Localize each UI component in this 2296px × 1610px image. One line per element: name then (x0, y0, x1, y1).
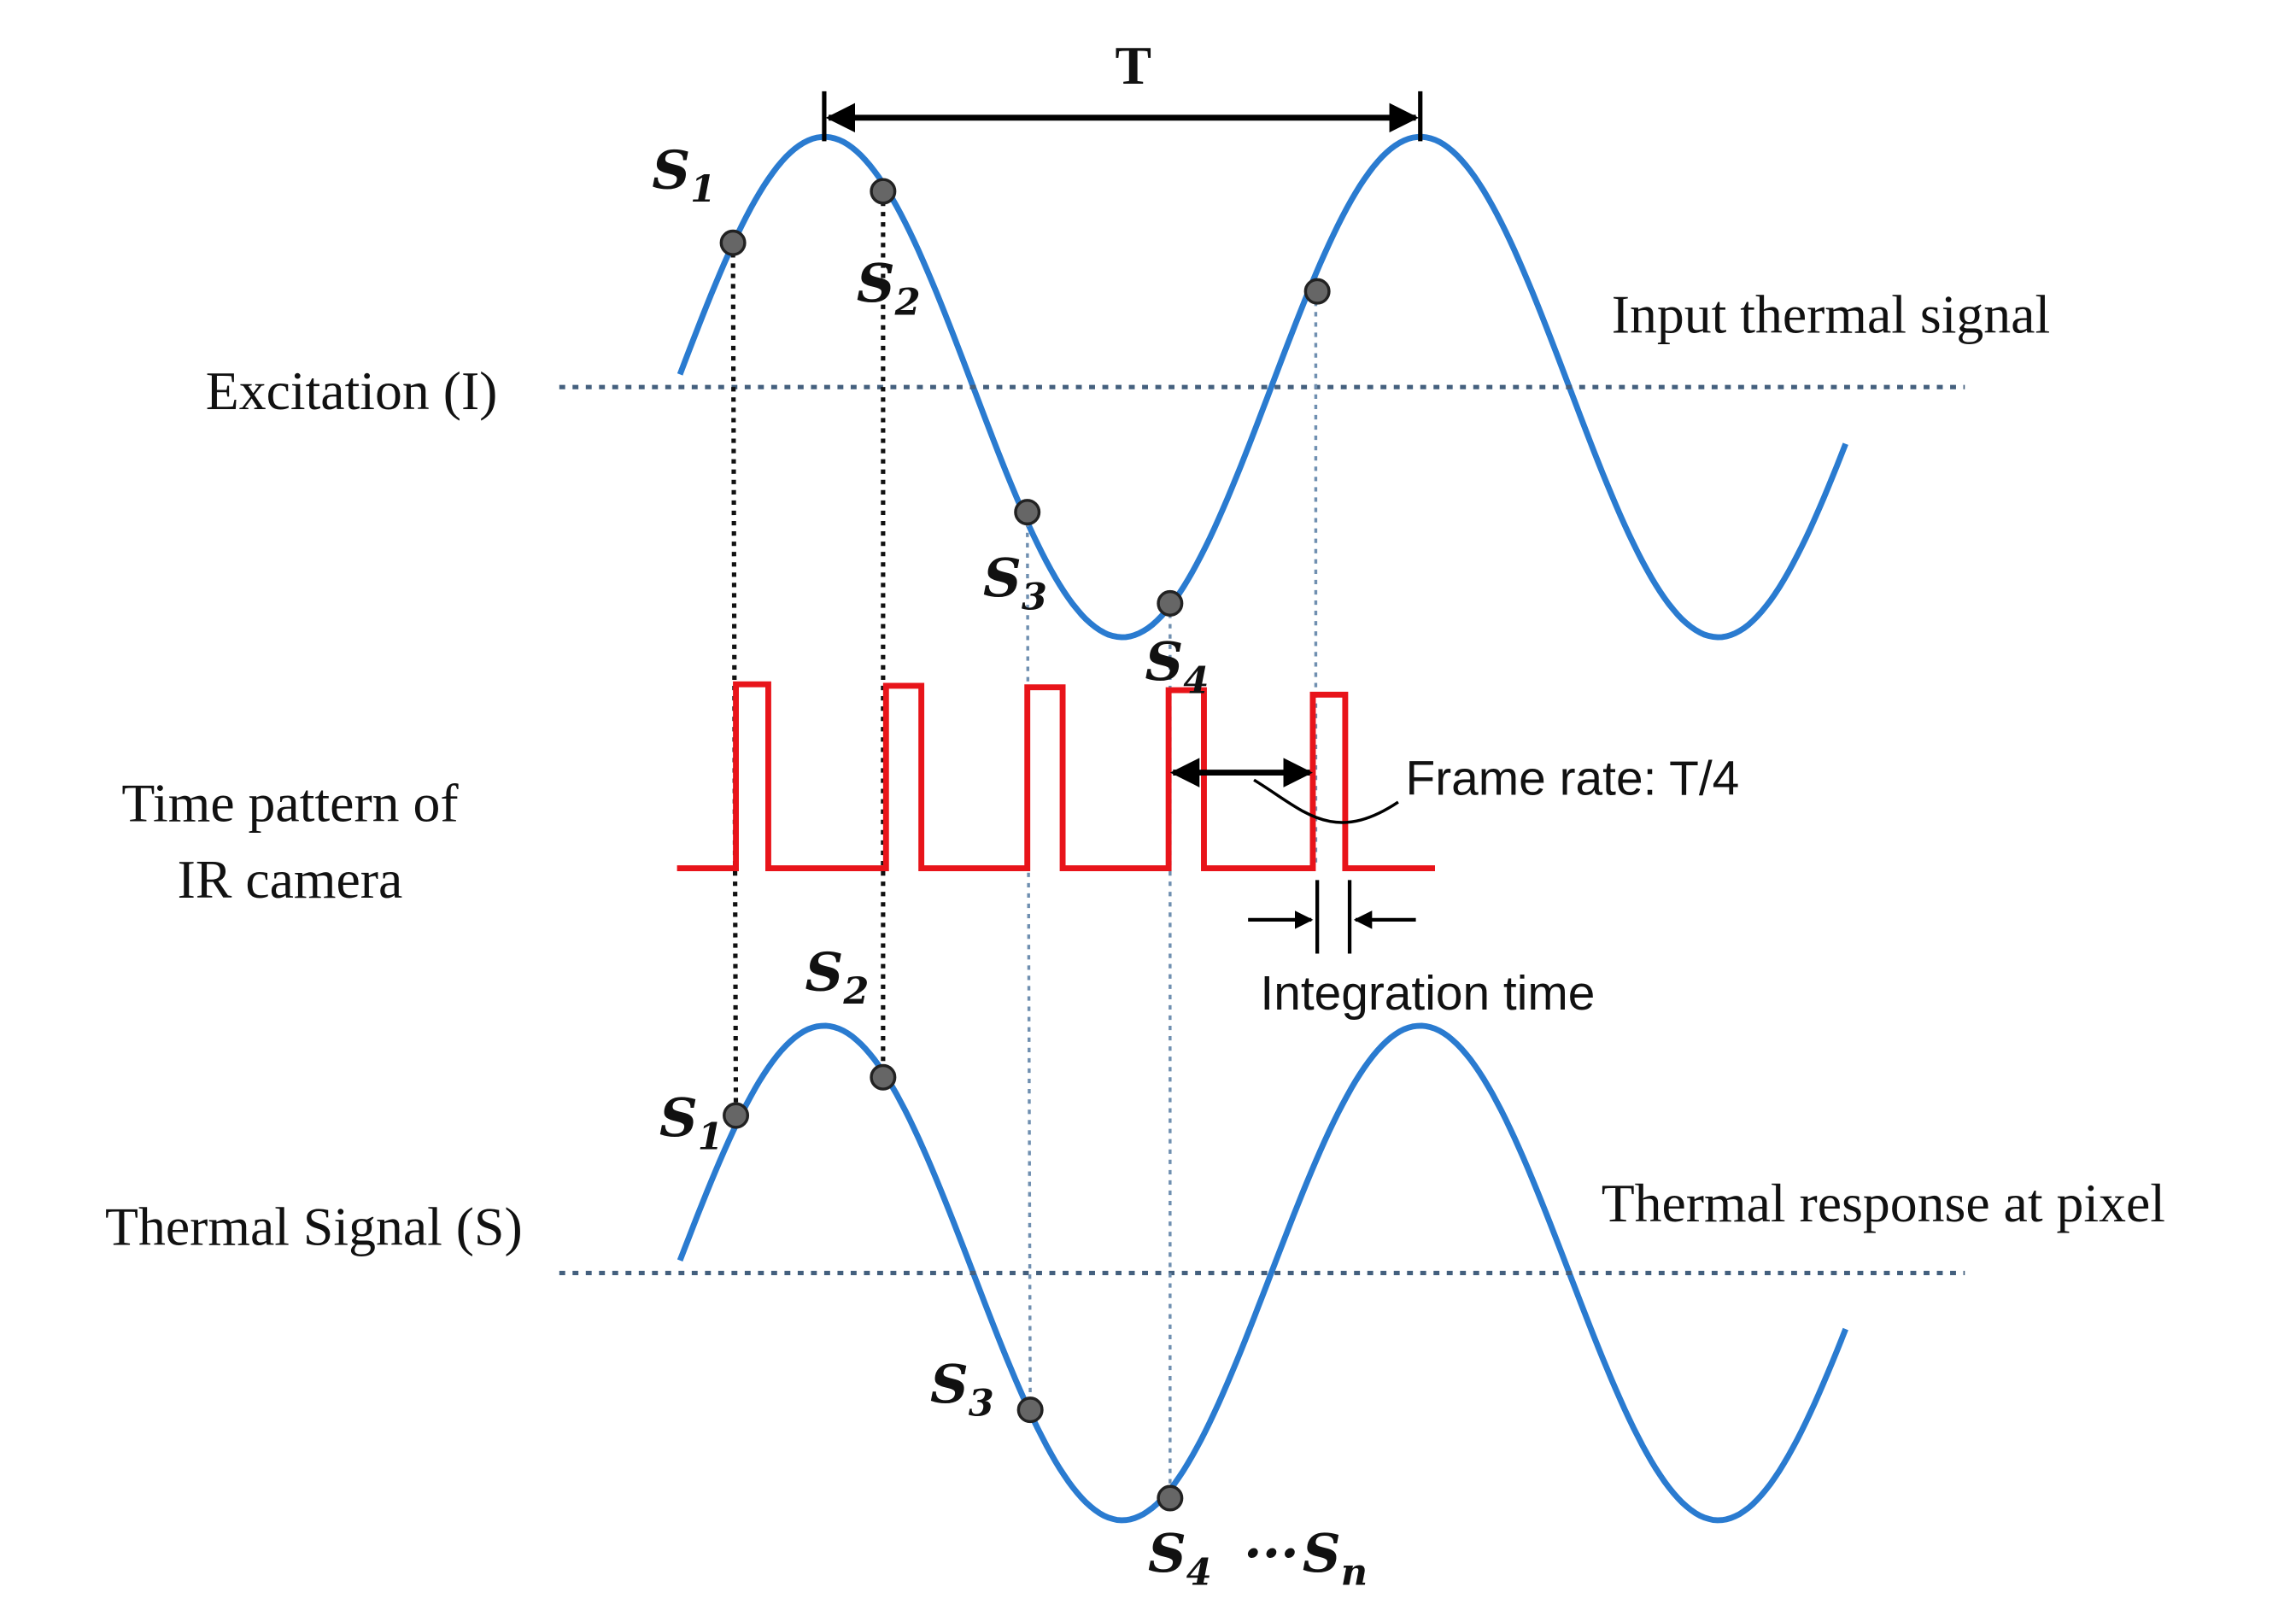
sample-dot (1014, 499, 1041, 526)
symbol: S (1303, 1522, 1341, 1584)
sample-dot (719, 229, 747, 256)
sample-dot (1303, 278, 1331, 305)
annotation: Integration time (1260, 967, 1595, 1021)
excitation-wave (676, 133, 1848, 641)
index: 4 (1186, 1552, 1212, 1595)
index: 3 (1022, 576, 1047, 618)
sample-dot (1157, 589, 1184, 617)
symbol: S (1148, 1522, 1186, 1584)
annotation: Frame rate: T/4 (1406, 752, 1740, 805)
drawing (559, 91, 1965, 1524)
symbol: S (930, 1353, 969, 1415)
symbol: S (659, 1086, 698, 1149)
symbol: S (805, 941, 844, 1004)
leader (1253, 778, 1399, 824)
sample-dot (870, 1063, 897, 1091)
right-label: Input thermal signal (1612, 284, 2050, 344)
sample-label: S3 (983, 547, 1047, 619)
sample-dot (870, 178, 897, 205)
sample-label: S3 (930, 1353, 994, 1426)
index: 1 (690, 168, 716, 211)
left-label: Excitation (I) (206, 360, 498, 421)
symbol: S (1145, 630, 1184, 693)
sample-label: Sn (1303, 1522, 1368, 1595)
response-wave (676, 1022, 1848, 1524)
symbol: S (652, 139, 690, 202)
left-label: Thermal Signal (S) (105, 1197, 523, 1257)
index: n (1341, 1552, 1368, 1595)
index: 2 (894, 282, 921, 325)
index: 1 (698, 1116, 723, 1159)
index: 2 (842, 970, 869, 1013)
index: 3 (969, 1383, 994, 1426)
ellipsis: ··· (1244, 1522, 1299, 1584)
sample-label: S4 (1145, 630, 1210, 703)
index: 4 (1183, 660, 1209, 703)
sample-dot (1016, 1396, 1044, 1424)
sample-dot (723, 1102, 750, 1129)
left-label: IR camera (178, 849, 403, 910)
sample-label: S4 (1148, 1522, 1212, 1595)
symbol: S (983, 547, 1022, 609)
left-label: Time pattern of (121, 772, 459, 833)
symbol: S (857, 252, 895, 314)
period-label: T (1116, 35, 1152, 96)
sample-label: S1 (652, 139, 716, 212)
pulse-train (676, 681, 1435, 872)
sample-label: S2 (805, 941, 870, 1014)
right-label: Thermal response at pixel (1602, 1173, 2165, 1233)
sample-line (730, 243, 739, 1116)
sample-label: S2 (857, 252, 921, 325)
sample-dot (1157, 1484, 1184, 1512)
sample-label: S1 (659, 1086, 723, 1159)
